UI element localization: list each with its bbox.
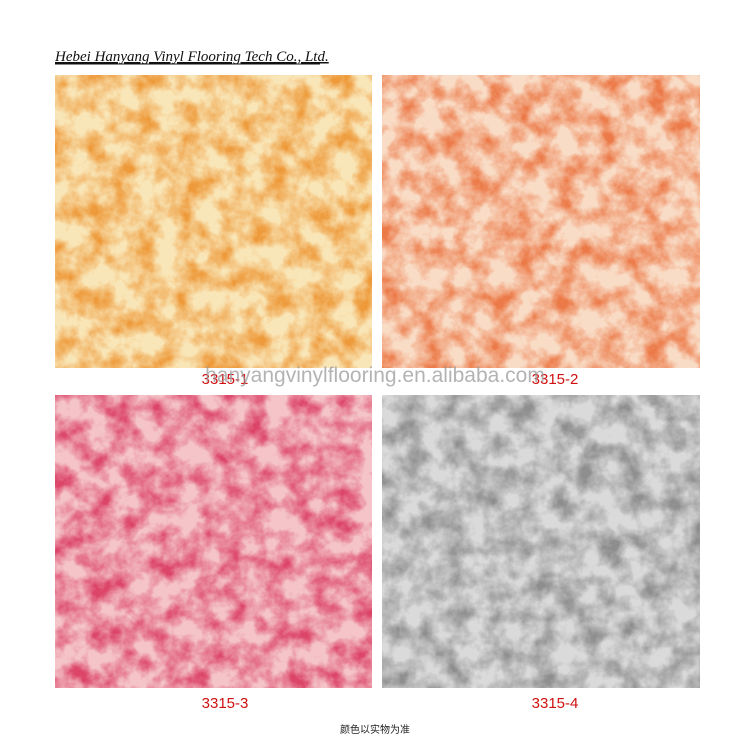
tile-label: 3315-1	[202, 371, 249, 388]
tile-pattern	[382, 75, 700, 368]
tile	[382, 75, 700, 368]
company-title: Hebei Hanyang Vinyl Flooring Tech Co., L…	[54, 49, 329, 65]
tile	[55, 395, 372, 688]
tile-label: 3315-3	[202, 695, 249, 712]
tile-pattern	[382, 395, 700, 688]
footnote: 颜色以实物为准	[340, 723, 410, 736]
tile-label: 3315-4	[532, 695, 579, 712]
tile	[55, 75, 372, 368]
tile	[382, 395, 700, 688]
tile-pattern	[55, 75, 372, 368]
tile-pattern	[55, 395, 372, 688]
tile-label: 3315-2	[532, 371, 579, 388]
watermark: hanyangvinylflooring.en.alibaba.com	[205, 364, 545, 387]
